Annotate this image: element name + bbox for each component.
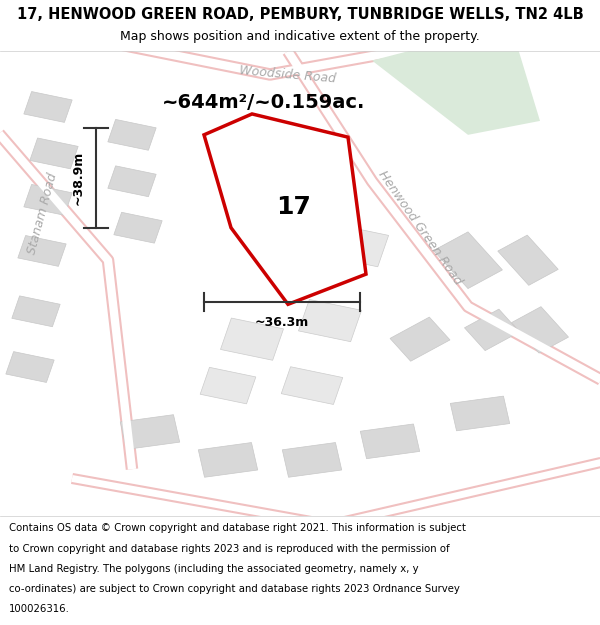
Bar	[434, 232, 502, 289]
Bar	[200, 368, 256, 404]
Text: 17: 17	[277, 195, 311, 219]
Bar	[24, 184, 72, 215]
Bar	[24, 91, 72, 123]
Bar	[12, 296, 60, 327]
Bar	[390, 317, 450, 361]
Text: co-ordinates) are subject to Crown copyright and database rights 2023 Ordnance S: co-ordinates) are subject to Crown copyr…	[9, 584, 460, 594]
Bar	[114, 213, 162, 243]
Bar	[6, 352, 54, 382]
Bar	[511, 307, 569, 353]
Text: Henwood Green Road: Henwood Green Road	[376, 168, 464, 288]
Bar	[108, 166, 156, 197]
Bar	[108, 119, 156, 150]
Text: to Crown copyright and database rights 2023 and is reproduced with the permissio: to Crown copyright and database rights 2…	[9, 544, 449, 554]
Bar	[464, 309, 520, 351]
Text: ~644m²/~0.159ac.: ~644m²/~0.159ac.	[162, 93, 365, 112]
Bar	[450, 396, 510, 431]
Text: ~36.3m: ~36.3m	[255, 316, 309, 329]
Bar	[18, 236, 66, 266]
Text: ~38.9m: ~38.9m	[71, 151, 85, 204]
Text: Woodside Road: Woodside Road	[239, 64, 337, 85]
Bar	[331, 226, 389, 267]
Text: HM Land Registry. The polygons (including the associated geometry, namely x, y: HM Land Registry. The polygons (includin…	[9, 564, 419, 574]
Bar	[30, 138, 78, 169]
Bar	[298, 299, 362, 342]
Text: 17, HENWOOD GREEN ROAD, PEMBURY, TUNBRIDGE WELLS, TN2 4LB: 17, HENWOOD GREEN ROAD, PEMBURY, TUNBRID…	[17, 7, 583, 22]
Bar	[120, 415, 180, 449]
Text: Map shows position and indicative extent of the property.: Map shows position and indicative extent…	[120, 31, 480, 43]
Bar	[281, 367, 343, 404]
Text: 100026316.: 100026316.	[9, 604, 70, 614]
Bar	[198, 442, 258, 478]
Bar	[282, 442, 342, 478]
Text: Stanam Road: Stanam Road	[25, 172, 59, 256]
Text: Contains OS data © Crown copyright and database right 2021. This information is : Contains OS data © Crown copyright and d…	[9, 523, 466, 533]
Bar	[498, 235, 558, 286]
Bar	[220, 318, 284, 360]
Polygon shape	[204, 114, 366, 304]
Polygon shape	[372, 42, 540, 135]
Bar	[360, 424, 420, 459]
